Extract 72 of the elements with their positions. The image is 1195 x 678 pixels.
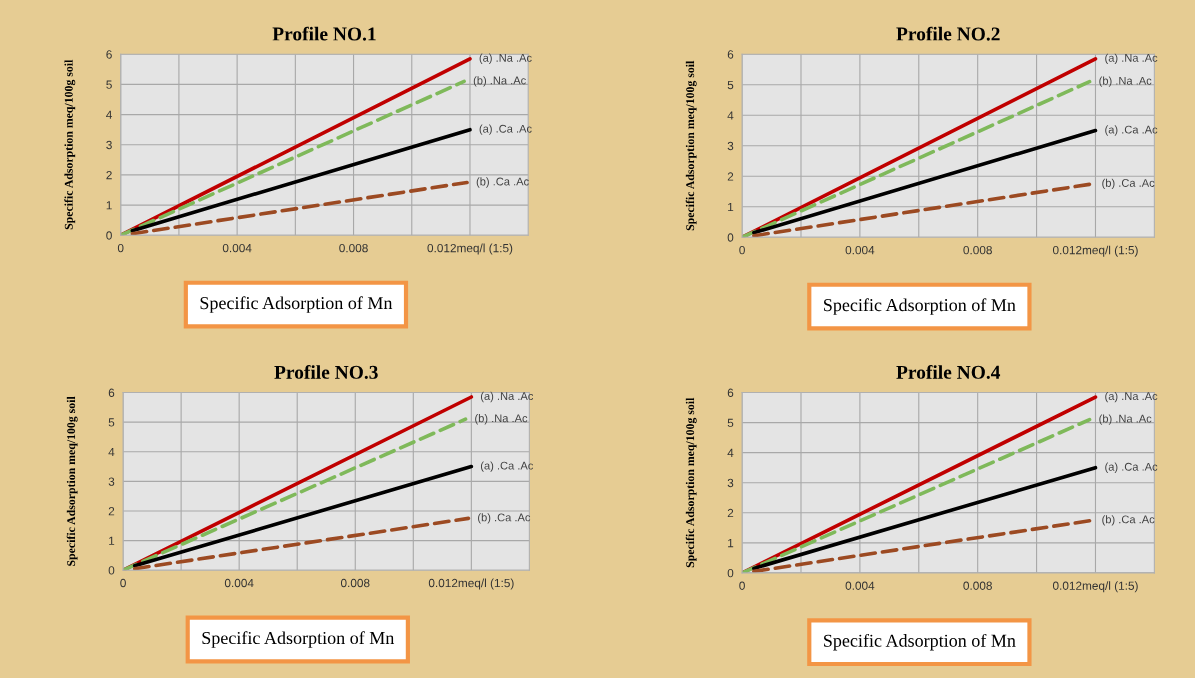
series-label: (b) .Ca .Ac: [476, 177, 529, 188]
y-tick-label: 6: [108, 388, 115, 397]
chart-title: Profile NO.1: [272, 26, 376, 41]
x-axis-title: Specific Adsorption of Mn: [202, 631, 395, 648]
y-tick-label: 3: [727, 478, 734, 488]
x-axis-title: Specific Adsorption of Mn: [824, 633, 1016, 651]
series-label: (a) .Na .Ac: [1105, 53, 1158, 64]
y-axis-title: Specific Adsorption meq/100g soil: [64, 59, 76, 230]
series-label: (a) .Na .Ac: [479, 53, 532, 64]
series-label: (a) .Na .Ac: [1105, 391, 1158, 403]
chart-title: Profile NO.4: [896, 364, 1001, 379]
y-axis-title: Specific Adsorption meq/100g soil: [66, 396, 78, 566]
y-tick-label: 0: [727, 233, 734, 242]
x-tick-label: 0.004: [224, 578, 254, 588]
y-tick-label: 5: [727, 80, 734, 90]
x-tick-label: 0.012meq/l (1:5): [428, 578, 514, 590]
x-tick-label: 0.004: [222, 243, 252, 253]
x-tick-label: 0.008: [963, 581, 992, 590]
series-label: (a) .Ca .Ac: [1105, 462, 1158, 473]
y-tick-label: 1: [728, 202, 734, 212]
y-tick-label: 3: [106, 140, 112, 150]
x-axis-title: Specific Adsorption of Mn: [824, 298, 1016, 315]
x-tick-label: 0.012meq/l (1:5): [427, 243, 513, 255]
series-label: (a) .Na .Ac: [480, 391, 534, 403]
y-tick-label: 3: [108, 477, 115, 486]
y-tick-label: 6: [727, 50, 734, 59]
y-tick-label: 0: [106, 231, 112, 240]
x-tick-label: 0.004: [845, 245, 875, 255]
y-tick-label: 4: [727, 448, 734, 457]
x-tick-label: 0.008: [963, 245, 992, 255]
x-tick-label: 0: [739, 245, 745, 255]
series-label: (a) .Ca .Ac: [480, 461, 534, 472]
y-tick-label: 3: [727, 141, 734, 151]
x-tick-label: 0.012meq/l (1:5): [1052, 581, 1138, 593]
y-tick-label: 4: [727, 111, 734, 120]
series-label: (b) .Na .Ac: [1099, 76, 1152, 87]
y-tick-label: 5: [108, 418, 115, 427]
x-tick-label: 0: [120, 578, 126, 588]
x-tick-label: 0: [739, 581, 745, 590]
x-tick-label: 0.012meq/l (1:5): [1052, 245, 1138, 257]
x-axis-title: Specific Adsorption of Mn: [200, 296, 393, 313]
series-label: (b) .Na .Ac: [1099, 414, 1152, 425]
y-axis-title: Specific Adsorption meq/100g soil: [685, 60, 697, 231]
y-tick-label: 6: [106, 50, 112, 59]
y-tick-label: 0: [727, 568, 734, 578]
x-tick-label: 0.004: [845, 581, 875, 590]
series-label: (b) .Ca .Ac: [478, 513, 531, 524]
series-label: (b) .Ca .Ac: [1102, 178, 1155, 190]
x-tick-label: 0.008: [339, 243, 368, 253]
series-label: (a) .Ca .Ac: [479, 124, 532, 135]
series-label: (b) .Ca .Ac: [1102, 515, 1155, 526]
y-axis-title: Specific Adsorption meq/100g soil: [685, 397, 697, 568]
y-tick-label: 1: [106, 201, 112, 210]
series-label: (b) .Na .Ac: [473, 76, 526, 87]
y-tick-label: 2: [106, 170, 112, 180]
x-tick-label: 0.008: [340, 578, 370, 588]
y-tick-label: 5: [727, 418, 734, 428]
series-label: (b) .Na .Ac: [475, 414, 528, 425]
y-tick-label: 0: [108, 566, 115, 575]
y-tick-label: 4: [108, 447, 115, 457]
x-tick-label: 0: [117, 243, 124, 253]
y-tick-label: 2: [108, 507, 115, 516]
y-tick-label: 4: [106, 110, 113, 119]
series-label: (a) .Ca .Ac: [1105, 125, 1158, 136]
chart-title: Profile NO.3: [274, 364, 378, 379]
y-tick-label: 2: [727, 508, 734, 518]
y-tick-label: 1: [728, 539, 734, 548]
y-tick-label: 1: [109, 536, 115, 545]
chart-title: Profile NO.2: [896, 26, 1000, 41]
y-tick-label: 5: [106, 80, 112, 89]
y-tick-label: 2: [727, 172, 734, 181]
y-tick-label: 6: [727, 388, 734, 397]
